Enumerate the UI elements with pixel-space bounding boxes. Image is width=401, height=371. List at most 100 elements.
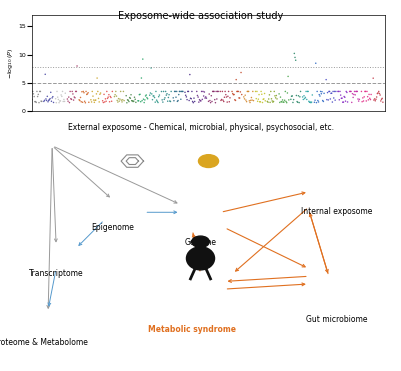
Point (360, 98, 367, 104)
Point (167, 99, 174, 105)
Point (71, 94, 77, 100)
Point (282, 88, 289, 94)
Point (296, 100, 302, 106)
Point (203, 95, 210, 101)
Point (371, 96, 378, 102)
Point (177, 88, 183, 94)
Point (131, 94, 138, 100)
Point (79, 99, 86, 105)
Point (200, 88, 206, 94)
Point (267, 99, 273, 105)
Point (332, 97, 338, 103)
Point (212, 97, 218, 103)
Point (141, 99, 148, 105)
Point (116, 98, 122, 104)
Point (64, 96, 71, 102)
Point (340, 99, 346, 105)
Point (257, 99, 263, 105)
Point (229, 88, 235, 94)
Point (219, 96, 225, 102)
Point (256, 92, 262, 98)
Point (330, 95, 337, 101)
Point (371, 97, 377, 103)
Point (130, 99, 136, 105)
Point (363, 88, 369, 94)
Point (85, 90, 91, 96)
Point (364, 88, 370, 94)
Point (176, 92, 182, 98)
Point (276, 91, 282, 97)
Point (97, 91, 103, 97)
Point (91, 99, 97, 105)
Point (372, 98, 379, 104)
Point (124, 97, 131, 103)
Point (138, 75, 145, 81)
Point (285, 73, 291, 79)
Point (213, 88, 219, 94)
Point (129, 98, 136, 104)
Point (377, 92, 383, 98)
Point (198, 88, 205, 94)
Point (81, 98, 88, 104)
Point (363, 98, 369, 104)
Point (106, 92, 112, 98)
Point (308, 100, 314, 106)
Point (375, 88, 382, 94)
Point (271, 88, 277, 94)
Point (101, 91, 107, 97)
Point (289, 93, 296, 99)
Point (78, 99, 85, 105)
Point (346, 88, 353, 94)
Point (325, 97, 332, 103)
Point (103, 88, 110, 94)
Point (190, 100, 196, 106)
Point (74, 63, 80, 69)
Point (159, 97, 165, 103)
Point (367, 95, 373, 101)
Point (347, 88, 354, 94)
Point (308, 99, 315, 105)
Point (128, 92, 134, 98)
Point (115, 99, 121, 105)
Point (237, 89, 243, 95)
Point (34, 93, 41, 99)
Text: Gut microbiome: Gut microbiome (306, 315, 368, 324)
Point (105, 94, 111, 100)
Point (342, 98, 349, 104)
Point (38, 98, 45, 104)
Point (324, 90, 331, 96)
Point (41, 97, 48, 103)
Point (315, 98, 321, 104)
Point (238, 69, 244, 75)
Point (117, 96, 123, 102)
Point (185, 88, 192, 94)
Point (270, 98, 277, 104)
Point (53, 100, 59, 106)
Point (65, 98, 71, 104)
Point (170, 95, 176, 101)
Point (58, 92, 64, 98)
Point (179, 88, 185, 94)
Point (68, 96, 75, 102)
Point (318, 88, 324, 94)
Point (262, 98, 268, 104)
Point (380, 99, 386, 105)
Point (290, 96, 297, 102)
Point (140, 96, 147, 102)
Point (50, 94, 56, 100)
Point (200, 93, 207, 99)
Point (154, 97, 160, 103)
Point (297, 88, 304, 94)
Point (282, 97, 288, 103)
Point (225, 93, 231, 99)
Point (97, 90, 104, 96)
Point (221, 99, 227, 105)
Point (314, 88, 320, 94)
Point (43, 98, 50, 104)
Point (72, 95, 78, 101)
Point (272, 95, 279, 101)
Point (30, 91, 36, 97)
Point (100, 99, 107, 105)
Point (367, 96, 374, 102)
Point (36, 100, 42, 106)
